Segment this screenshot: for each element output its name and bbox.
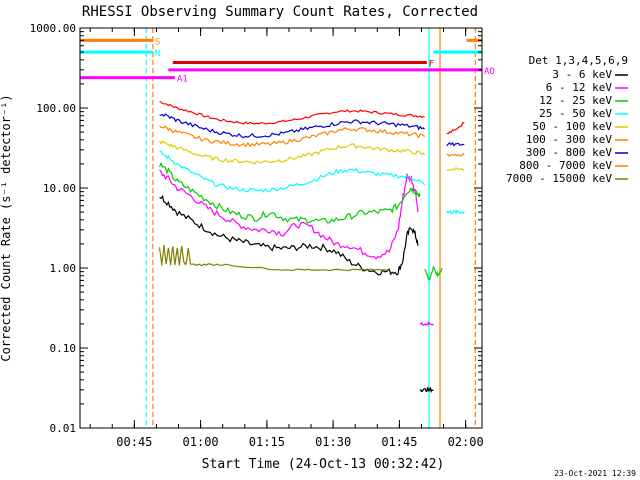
y-tick-label-5: 1000.00	[30, 22, 76, 35]
x-tick-label-4: 01:45	[381, 435, 417, 449]
chart-title: RHESSI Observing Summary Count Rates, Co…	[82, 4, 478, 20]
post-drop-magenta	[419, 321, 434, 326]
series-line-25-50-kev	[159, 150, 426, 193]
y-tick-label-2: 1.00	[50, 262, 77, 275]
state-bar-label-f: F	[429, 60, 434, 70]
post-drop-cyan	[446, 209, 465, 215]
series-line-red	[159, 101, 425, 125]
x-tick-label-3: 01:30	[315, 435, 351, 449]
legend-label-5: 100 - 300 keV	[526, 133, 612, 146]
x-tick-label-5: 02:00	[448, 435, 484, 449]
series-line-3-6-kev	[159, 194, 419, 276]
plot-frame	[79, 27, 483, 429]
state-bar-label-a1: A1	[177, 75, 188, 85]
y-tick-label-0: 0.01	[50, 422, 77, 435]
post-drop-black	[419, 386, 434, 394]
legend-label-7: 800 - 7000 keV	[519, 159, 612, 172]
y-tick-label-3: 10.00	[43, 182, 76, 195]
legend-title: Det 1,3,4,5,6,9	[529, 54, 628, 67]
post-drop-orange	[446, 152, 465, 157]
series-line-50-100-kev	[158, 140, 426, 165]
data-layer: SN F AO A1	[79, 28, 495, 428]
series-line-7000-15000-kev	[158, 244, 390, 272]
legend-label-2: 12 - 25 keV	[539, 94, 612, 107]
series-line-300-800-kev	[159, 113, 425, 139]
post-drop-red	[446, 121, 465, 135]
y-axis-label: Corrected Count Rate (s⁻¹ detector⁻¹)	[0, 94, 13, 361]
legend-label-3: 25 - 50 keV	[539, 107, 612, 120]
x-tick-label-2: 01:15	[249, 435, 285, 449]
state-bar-label-s: S	[155, 37, 160, 47]
footer-timestamp: 23-Oct-2021 12:39	[554, 469, 636, 478]
legend-label-6: 300 - 800 keV	[526, 146, 612, 159]
post-drop-yellow	[446, 167, 465, 171]
post-drop-blue	[446, 141, 465, 147]
x-tick-label-1: 01:00	[183, 435, 219, 449]
state-bar-label-n: N	[155, 49, 160, 59]
legend-label-0: 3 - 6 keV	[552, 68, 612, 81]
x-axis-label: Start Time (24-Oct-13 00:32:42)	[202, 457, 445, 472]
series-line-12-25-kev	[158, 161, 421, 224]
y-tick-label-4: 100.00	[36, 102, 76, 115]
state-bar-label-ao: AO	[484, 67, 495, 77]
post-drop-green	[424, 265, 443, 281]
legend-label-8: 7000 - 15000 keV	[506, 172, 612, 185]
legend-label-1: 6 - 12 keV	[546, 81, 613, 94]
axes-layer: 0.01 0.10 1.00 10.00 100.00 1000.00 00:45 01:00…	[30, 22, 484, 449]
y-tick-label-1: 0.10	[50, 342, 77, 355]
legend-label-4: 50 - 100 keV	[533, 120, 613, 133]
series-line-100-300-kev	[159, 125, 425, 148]
x-tick-label-0: 00:45	[116, 435, 152, 449]
